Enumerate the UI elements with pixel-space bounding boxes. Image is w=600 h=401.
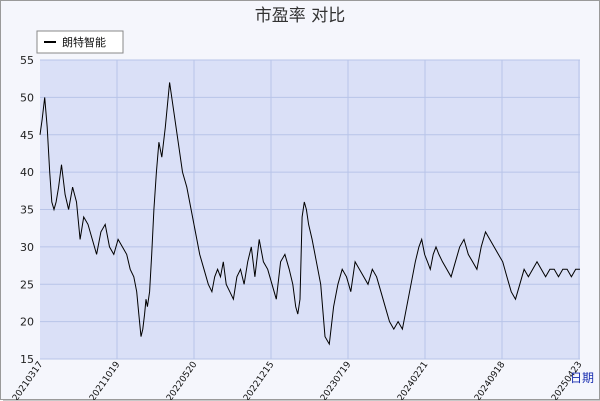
legend-label: 朗特智能 [62, 35, 106, 49]
y-tick-label: 55 [20, 54, 34, 67]
chart-title: 市盈率 对比 [255, 6, 345, 26]
x-axis-ticks: 20210317 20211019 20220520 20221215 20230719… [11, 360, 584, 400]
y-axis-ticks: 15 20 25 30 35 40 45 50 55 [20, 54, 34, 366]
y-tick-label: 45 [20, 129, 34, 142]
y-tick-label: 25 [20, 278, 34, 291]
x-axis-label: 日期 [570, 371, 594, 385]
y-tick-label: 20 [20, 316, 34, 329]
y-tick-label: 35 [20, 204, 34, 217]
y-tick-label: 50 [20, 91, 34, 104]
y-tick-label: 15 [20, 353, 34, 366]
y-tick-label: 30 [20, 241, 34, 254]
legend: 朗特智能 [36, 30, 124, 54]
x-tick-label: 20220520 [165, 360, 200, 400]
x-tick-label: 20230719 [319, 360, 354, 400]
y-tick-label: 40 [20, 166, 34, 179]
x-tick-label: 20240918 [473, 360, 508, 400]
x-tick-label: 20221215 [242, 360, 276, 400]
grid-lines [40, 59, 580, 360]
x-tick-label: 20211019 [88, 360, 123, 400]
x-tick-label: 20240221 [396, 360, 430, 400]
series-line-langte [39, 82, 580, 346]
legend-box [36, 30, 124, 54]
